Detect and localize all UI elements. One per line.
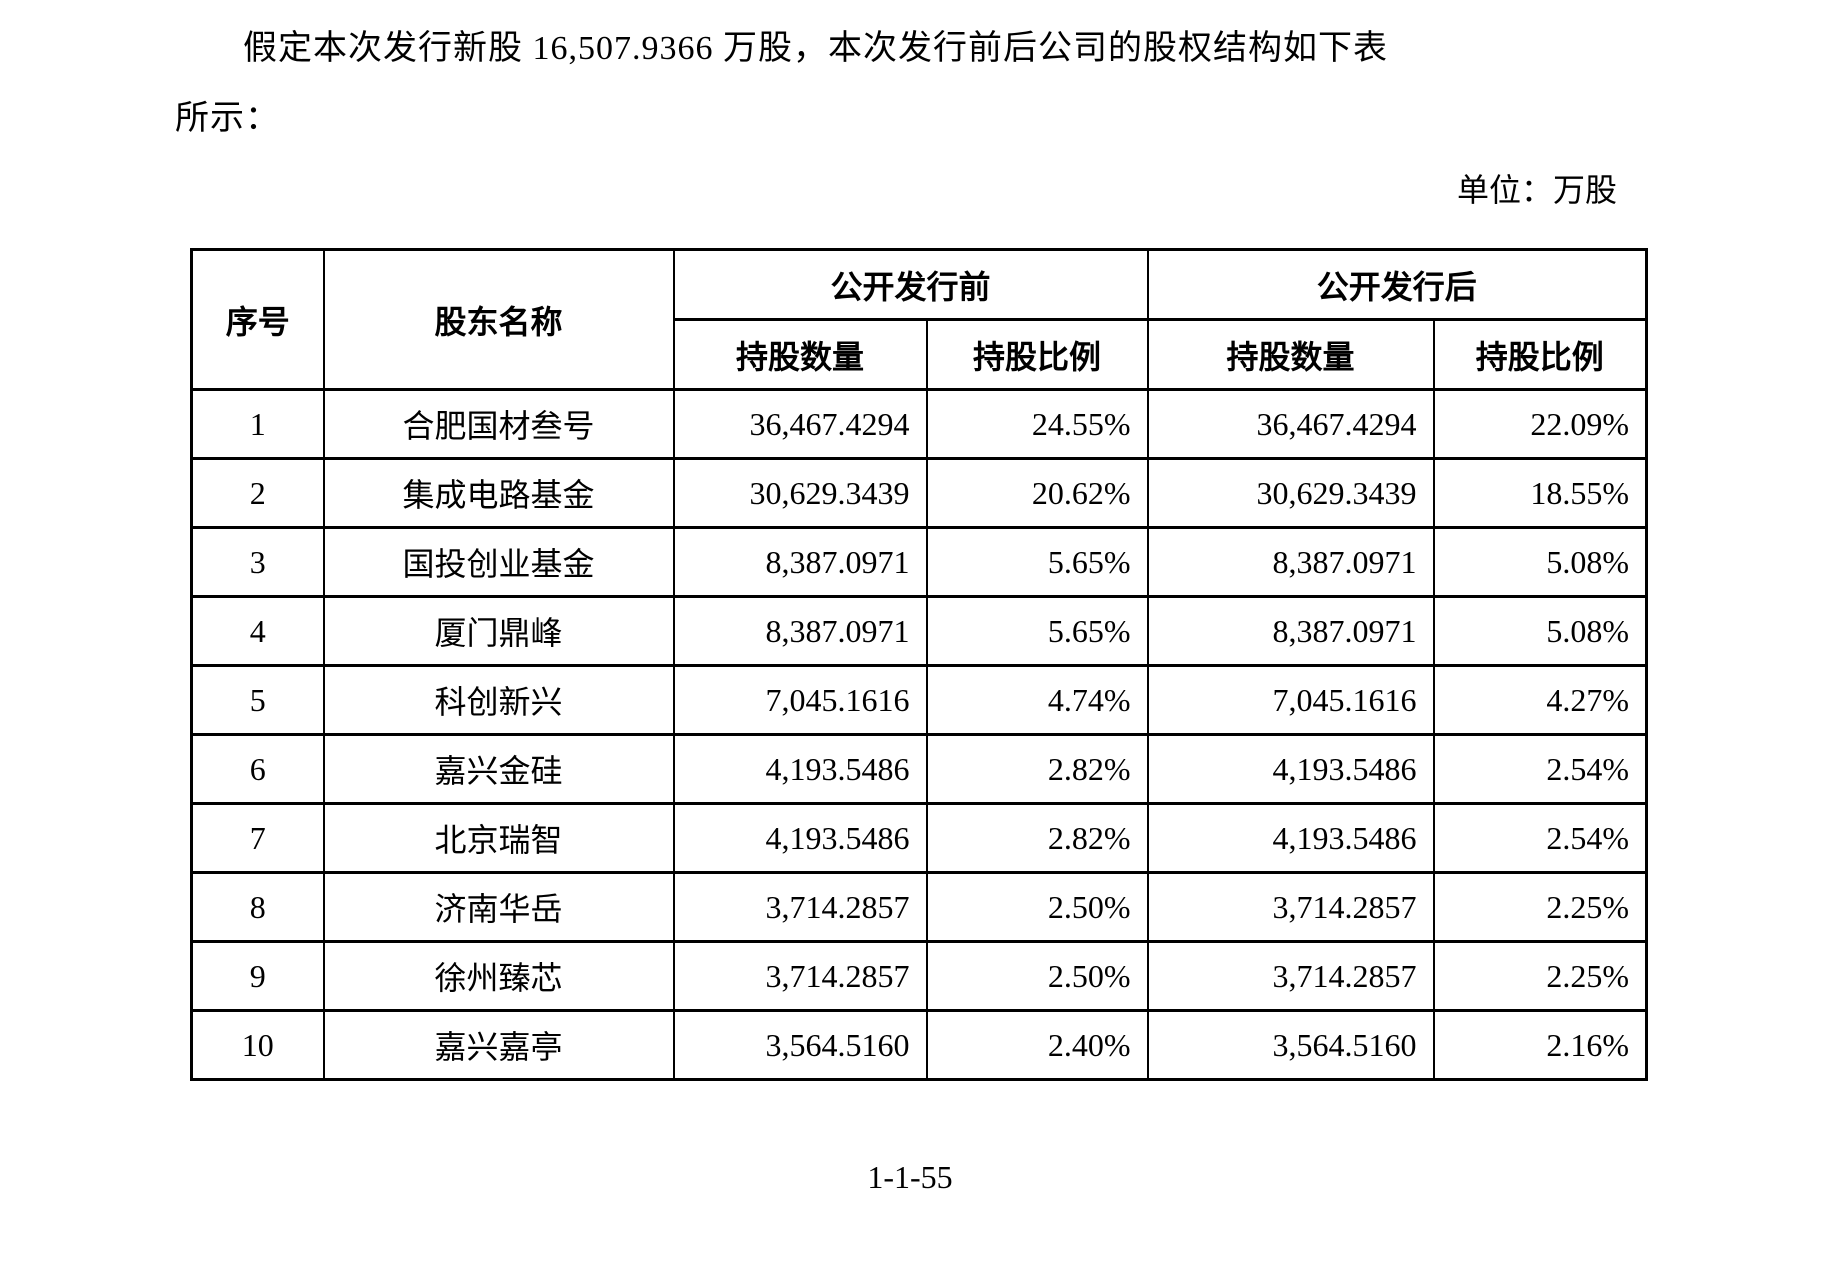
after-qty-cell: 3,714.2857: [1146, 940, 1435, 1012]
after-ratio-cell: 22.09%: [1432, 388, 1648, 460]
before-qty-cell: 8,387.0971: [672, 526, 928, 598]
after-ratio-cell: 2.54%: [1432, 802, 1648, 874]
header-index: 序号: [190, 248, 325, 391]
table-row: 7 北京瑞智 4,193.5486 2.82% 4,193.5486 2.54%: [190, 802, 1648, 874]
table-row: 1 合肥国材叁号 36,467.4294 24.55% 36,467.4294 …: [190, 388, 1648, 460]
before-ratio-cell: 5.65%: [925, 595, 1149, 667]
row-index-cell: 9: [190, 940, 325, 1012]
row-index-cell: 2: [190, 457, 325, 529]
table-row: 9 徐州臻芯 3,714.2857 2.50% 3,714.2857 2.25%: [190, 940, 1648, 1012]
table-row: 6 嘉兴金硅 4,193.5486 2.82% 4,193.5486 2.54%: [190, 733, 1648, 805]
shareholding-table: 序号 股东名称 公开发行前 公开发行后 持股数量 持股比例 持股数量 持股比例 …: [190, 248, 1649, 1081]
header-share-ratio-before: 持股比例: [925, 318, 1149, 391]
before-ratio-cell: 2.82%: [925, 733, 1149, 805]
row-index-cell: 4: [190, 595, 325, 667]
shareholder-name-cell: 嘉兴金硅: [322, 733, 675, 805]
unit-label: 单位：万股: [1456, 172, 1617, 208]
before-qty-cell: 8,387.0971: [672, 595, 928, 667]
after-ratio-cell: 2.25%: [1432, 940, 1648, 1012]
before-qty-cell: 7,045.1616: [672, 664, 928, 736]
before-ratio-cell: 4.74%: [925, 664, 1149, 736]
after-ratio-cell: 5.08%: [1432, 595, 1648, 667]
before-qty-cell: 4,193.5486: [672, 733, 928, 805]
before-qty-cell: 30,629.3439: [672, 457, 928, 529]
shareholder-name-cell: 合肥国材叁号: [322, 388, 675, 460]
shareholder-name-cell: 科创新兴: [322, 664, 675, 736]
after-qty-cell: 36,467.4294: [1146, 388, 1435, 460]
header-shares-held-after: 持股数量: [1146, 318, 1435, 391]
after-qty-cell: 4,193.5486: [1146, 802, 1435, 874]
after-qty-cell: 8,387.0971: [1146, 526, 1435, 598]
before-ratio-cell: 5.65%: [925, 526, 1149, 598]
row-index-cell: 7: [190, 802, 325, 874]
before-ratio-cell: 2.50%: [925, 940, 1149, 1012]
page-number: 1-1-55: [867, 1159, 953, 1195]
paragraph-line-1: 假定本次发行新股 16,507.9366 万股，本次发行前后公司的股权结构如下表: [243, 30, 1388, 67]
row-index-cell: 8: [190, 871, 325, 943]
row-index-cell: 6: [190, 733, 325, 805]
row-index-cell: 3: [190, 526, 325, 598]
before-qty-cell: 36,467.4294: [672, 388, 928, 460]
after-qty-cell: 30,629.3439: [1146, 457, 1435, 529]
before-qty-cell: 3,714.2857: [672, 871, 928, 943]
table-header-row-2: 持股数量 持股比例 持股数量 持股比例: [192, 318, 1648, 391]
table-row: 2 集成电路基金 30,629.3439 20.62% 30,629.3439 …: [190, 457, 1648, 529]
table-header-row-1: 序号 股东名称 公开发行前 公开发行后: [190, 248, 1648, 391]
after-qty-cell: 8,387.0971: [1146, 595, 1435, 667]
shareholder-name-cell: 集成电路基金: [322, 457, 675, 529]
shareholder-name-cell: 嘉兴嘉亭: [322, 1009, 675, 1081]
after-qty-cell: 4,193.5486: [1146, 733, 1435, 805]
table-row: 8 济南华岳 3,714.2857 2.50% 3,714.2857 2.25%: [190, 871, 1648, 943]
header-shareholder-name: 股东名称: [322, 248, 675, 391]
row-index-cell: 5: [190, 664, 325, 736]
before-qty-cell: 3,714.2857: [672, 940, 928, 1012]
page-content: 假定本次发行新股 16,507.9366 万股，本次发行前后公司的股权结构如下表…: [175, 0, 1649, 1197]
after-ratio-cell: 18.55%: [1432, 457, 1648, 529]
before-ratio-cell: 2.50%: [925, 871, 1149, 943]
shareholder-name-cell: 厦门鼎峰: [322, 595, 675, 667]
after-ratio-cell: 2.25%: [1432, 871, 1648, 943]
after-qty-cell: 3,714.2857: [1146, 871, 1435, 943]
table-row: 4 厦门鼎峰 8,387.0971 5.65% 8,387.0971 5.08%: [190, 595, 1648, 667]
header-before-offering: 公开发行前: [672, 248, 1149, 321]
after-qty-cell: 7,045.1616: [1146, 664, 1435, 736]
header-shares-held-before: 持股数量: [672, 318, 928, 391]
before-ratio-cell: 2.82%: [925, 802, 1149, 874]
after-ratio-cell: 4.27%: [1432, 664, 1648, 736]
table-row: 5 科创新兴 7,045.1616 4.74% 7,045.1616 4.27%: [190, 664, 1648, 736]
table-row: 10 嘉兴嘉亭 3,564.5160 2.40% 3,564.5160 2.16…: [190, 1009, 1648, 1081]
header-share-ratio-after: 持股比例: [1432, 318, 1648, 391]
after-qty-cell: 3,564.5160: [1146, 1009, 1435, 1081]
after-ratio-cell: 2.16%: [1432, 1009, 1648, 1081]
paragraph-line-2: 所示：: [175, 100, 280, 137]
after-ratio-cell: 5.08%: [1432, 526, 1648, 598]
header-after-offering: 公开发行后: [1146, 248, 1648, 321]
row-index-cell: 10: [190, 1009, 325, 1081]
before-ratio-cell: 20.62%: [925, 457, 1149, 529]
after-ratio-cell: 2.54%: [1432, 733, 1648, 805]
shareholder-name-cell: 国投创业基金: [322, 526, 675, 598]
row-index-cell: 1: [190, 388, 325, 460]
shareholder-name-cell: 济南华岳: [322, 871, 675, 943]
table-row: 3 国投创业基金 8,387.0971 5.65% 8,387.0971 5.0…: [190, 526, 1648, 598]
shareholder-name-cell: 北京瑞智: [322, 802, 675, 874]
intro-paragraph: 假定本次发行新股 16,507.9366 万股，本次发行前后公司的股权结构如下表…: [175, 0, 1645, 154]
before-qty-cell: 4,193.5486: [672, 802, 928, 874]
before-ratio-cell: 24.55%: [925, 388, 1149, 460]
before-qty-cell: 3,564.5160: [672, 1009, 928, 1081]
before-ratio-cell: 2.40%: [925, 1009, 1149, 1081]
shareholder-name-cell: 徐州臻芯: [322, 940, 675, 1012]
